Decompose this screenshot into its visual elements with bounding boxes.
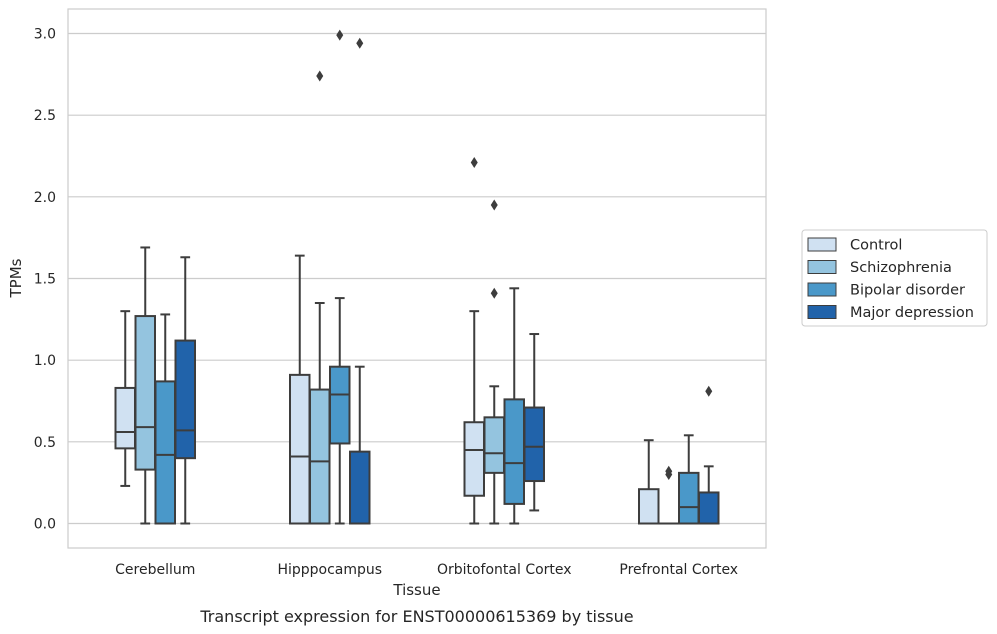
y-tick-label: 0.5 — [34, 435, 56, 451]
box-bipolar-disorder — [678, 434, 700, 525]
box-schizophrenia — [483, 199, 505, 525]
outlier-point — [470, 157, 478, 169]
outlier-point — [490, 287, 498, 299]
y-tick-label: 2.5 — [34, 108, 56, 124]
box-body — [309, 388, 331, 525]
y-tick-label: 3.0 — [34, 27, 56, 43]
box-major-depression — [698, 385, 720, 525]
box-body — [134, 315, 156, 471]
x-tick-label: Orbitofontal Cortex — [437, 562, 572, 578]
box-body — [678, 471, 700, 525]
legend-swatch — [807, 260, 837, 274]
outlier-point — [705, 385, 713, 397]
outlier-point — [665, 465, 673, 477]
legend: Control Schizophrenia Bipolar disorder Majo… — [801, 229, 988, 327]
x-tick-label: Cerebellum — [115, 562, 195, 578]
box-body — [289, 373, 311, 525]
y-axis-label: TPMs — [7, 258, 25, 298]
chart-caption: Transcript expression for ENST0000061536… — [199, 607, 633, 626]
box-major-depression — [174, 256, 196, 525]
box-control — [638, 439, 660, 525]
legend-label: Major depression — [850, 305, 974, 321]
box-schizophrenia — [309, 70, 331, 525]
plot-frame — [67, 8, 767, 549]
box-major-depression — [523, 333, 545, 512]
box-body — [114, 386, 136, 450]
box-control — [463, 157, 485, 525]
box-body — [698, 491, 720, 525]
outlier-point — [356, 37, 364, 49]
x-tick-label: Prefrontal Cortex — [619, 562, 738, 578]
boxes — [114, 29, 720, 525]
box-major-depression — [349, 37, 371, 525]
legend-swatch — [807, 282, 837, 297]
outlier-point — [316, 70, 324, 82]
legend-swatch — [807, 237, 837, 252]
box-control — [114, 310, 136, 487]
x-tick-labels: Cerebellum Hipppocampus Orbitofontal Corte… — [115, 562, 738, 578]
y-tick-label: 1.5 — [34, 272, 56, 288]
box-bipolar-disorder — [329, 29, 351, 525]
box-body — [523, 406, 545, 483]
legend-label: Control — [850, 238, 902, 254]
legend-swatch — [807, 305, 837, 319]
box-body — [503, 398, 525, 505]
box-body — [329, 365, 351, 445]
x-tick-label: Hipppocampus — [277, 562, 382, 578]
box-body — [349, 450, 371, 525]
legend-frame — [801, 229, 988, 327]
box-body — [483, 416, 505, 474]
y-tick-label: 2.0 — [34, 190, 56, 206]
outlier-point — [490, 199, 498, 211]
box-body — [174, 339, 196, 460]
y-tick-label: 0.0 — [34, 517, 56, 533]
legend-label: Bipolar disorder — [850, 283, 965, 299]
legend-label: Schizophrenia — [850, 260, 952, 276]
outlier-point — [336, 29, 344, 41]
y-tick-labels: 0.0 0.5 1.0 1.5 2.0 2.5 3.0 — [34, 27, 56, 533]
box-body — [638, 488, 660, 525]
box-body — [463, 421, 485, 497]
y-tick-label: 1.0 — [34, 353, 56, 369]
x-axis-label: Tissue — [392, 581, 440, 599]
box-body — [154, 380, 176, 525]
